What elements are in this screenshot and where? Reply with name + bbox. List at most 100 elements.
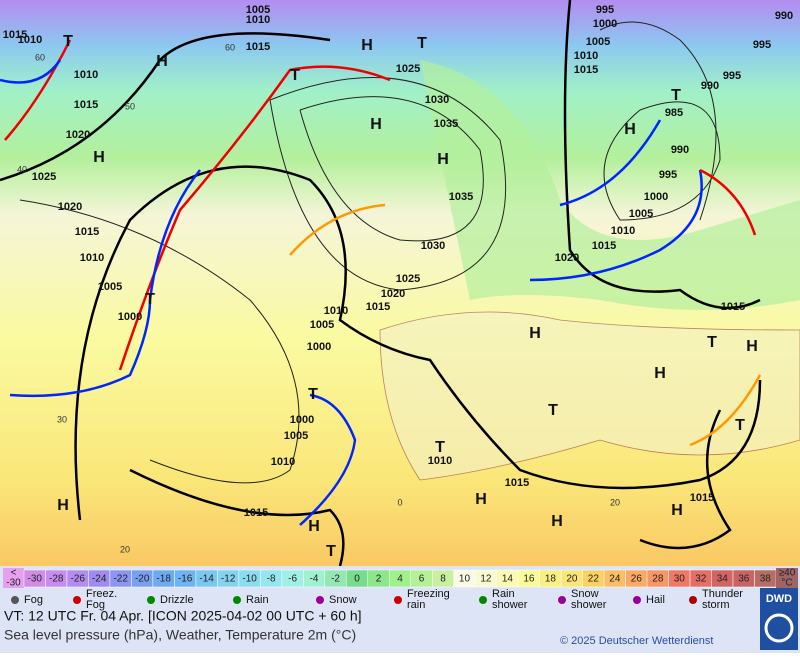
scale-label: 34: [717, 574, 729, 585]
isobar-label: 1015: [244, 507, 268, 519]
scale-label: 18: [545, 574, 557, 585]
temperature-label: 60: [225, 42, 235, 52]
isobar-label: 1015: [690, 492, 714, 504]
isobar-label: 1000: [593, 18, 617, 30]
scale-label: -22: [113, 574, 128, 585]
pressure-center: H: [746, 338, 758, 355]
scale-label: 2: [376, 574, 382, 585]
isobar-label: 1015: [574, 64, 598, 76]
isobar-label: 1035: [434, 118, 458, 130]
isobar-label: 1030: [421, 240, 445, 252]
pressure-center: T: [435, 439, 445, 456]
pressure-center: H: [361, 37, 373, 54]
pressure-center: T: [671, 87, 681, 104]
main-isobars: [0, 0, 762, 567]
isobar-label: 990: [671, 144, 689, 156]
legend-icon: [558, 596, 566, 604]
pressure-center: H: [551, 513, 563, 530]
pressure-center: H: [93, 149, 105, 166]
scale-label: 20: [566, 574, 578, 585]
isobar-label: 1015: [505, 477, 529, 489]
isobar-label: 1005: [284, 430, 308, 442]
scale-label: 38: [760, 574, 772, 585]
legend-label: Snow: [329, 594, 357, 606]
logo-swirl: [764, 613, 794, 643]
legend-label: Thunder storm: [702, 588, 743, 611]
scale-end-label: <: [11, 568, 17, 579]
isobar-label: 1015: [246, 41, 270, 53]
scale-label: 16: [523, 574, 535, 585]
temperature-label: 30: [57, 414, 67, 424]
scale-label: 4: [397, 574, 403, 585]
scale-label: -2: [331, 574, 340, 585]
pressure-center: T: [145, 291, 155, 308]
scale-label: 6: [419, 574, 425, 585]
logo: DWD: [766, 593, 792, 605]
pressure-center: T: [326, 543, 336, 560]
scale-cell: [776, 568, 798, 588]
isobar-label: 1030: [425, 94, 449, 106]
scale-label: -12: [221, 574, 236, 585]
legend-icon: [633, 596, 641, 604]
legend-icon: [233, 596, 241, 604]
temperature-label: 60: [35, 52, 45, 62]
copyright: © 2025 Deutscher Wetterdienst: [560, 635, 713, 647]
scale-label: -4: [310, 574, 319, 585]
legend-icon: [316, 596, 324, 604]
isobar-label: 995: [753, 39, 771, 51]
temperature-label: 0: [397, 497, 402, 507]
isobar-label: 1035: [449, 191, 473, 203]
temperature-label: 20: [120, 544, 130, 554]
isobar-label: 1010: [18, 34, 42, 46]
scale-label: 24: [609, 574, 621, 585]
isobar-label: 1010: [271, 456, 295, 468]
scale-label: -20: [135, 574, 150, 585]
scale-cell: [3, 568, 24, 588]
isobar-label: 1010: [74, 69, 98, 81]
isobar-label: 1010: [428, 455, 452, 467]
isobar-label: 1005: [586, 36, 610, 48]
trough-line: [289, 203, 386, 256]
legend-icon: [73, 596, 81, 604]
isobar-label: 1015: [721, 301, 745, 313]
warm-front: [699, 168, 757, 236]
scale-label: -24: [92, 574, 107, 585]
isobar-label: 1015: [592, 240, 616, 252]
isobar-label: 985: [665, 107, 683, 119]
map-labels: 1005101010151010101510101015102010251020…: [3, 4, 793, 560]
scale-label: 30: [674, 574, 686, 585]
scale-end-label: -30: [6, 578, 21, 589]
scale-label: -14: [199, 574, 214, 585]
isobar-label: 1015: [3, 29, 27, 41]
temperature-label: 50: [125, 101, 135, 111]
legend-label: Drizzle: [160, 594, 194, 606]
isobar-label: 1010: [80, 252, 104, 264]
isobar-label: 1020: [58, 201, 82, 213]
scale-label: 10: [459, 574, 471, 585]
land-area: [379, 311, 800, 481]
legend-icon: [479, 596, 487, 604]
legend-icon: [689, 596, 697, 604]
isobar-label: 1020: [66, 129, 90, 141]
pressure-center: T: [290, 67, 300, 84]
pressure-center: T: [707, 334, 717, 351]
cold-front: [9, 169, 201, 398]
legend-label: Rain shower: [492, 588, 528, 611]
scale-label: -16: [178, 574, 193, 585]
isobar-label: 1005: [310, 319, 334, 331]
scale-label: 36: [738, 574, 750, 585]
legend-label: Hail: [646, 594, 665, 606]
legend-icon: [147, 596, 155, 604]
pressure-center: H: [475, 491, 487, 508]
valid-time: VT: 12 UTC Fr. 04 Apr. [ICON 2025-04-02 …: [4, 608, 362, 624]
pressure-center: T: [735, 417, 745, 434]
pressure-center: T: [417, 35, 427, 52]
scale-label: 22: [588, 574, 600, 585]
isobar-label: 1010: [246, 14, 270, 26]
scale-label: 12: [480, 574, 492, 585]
pressure-center: H: [624, 121, 636, 138]
scale-label: -30: [28, 574, 43, 585]
temperature-label: 40: [17, 164, 27, 174]
pressure-center: T: [308, 386, 318, 403]
